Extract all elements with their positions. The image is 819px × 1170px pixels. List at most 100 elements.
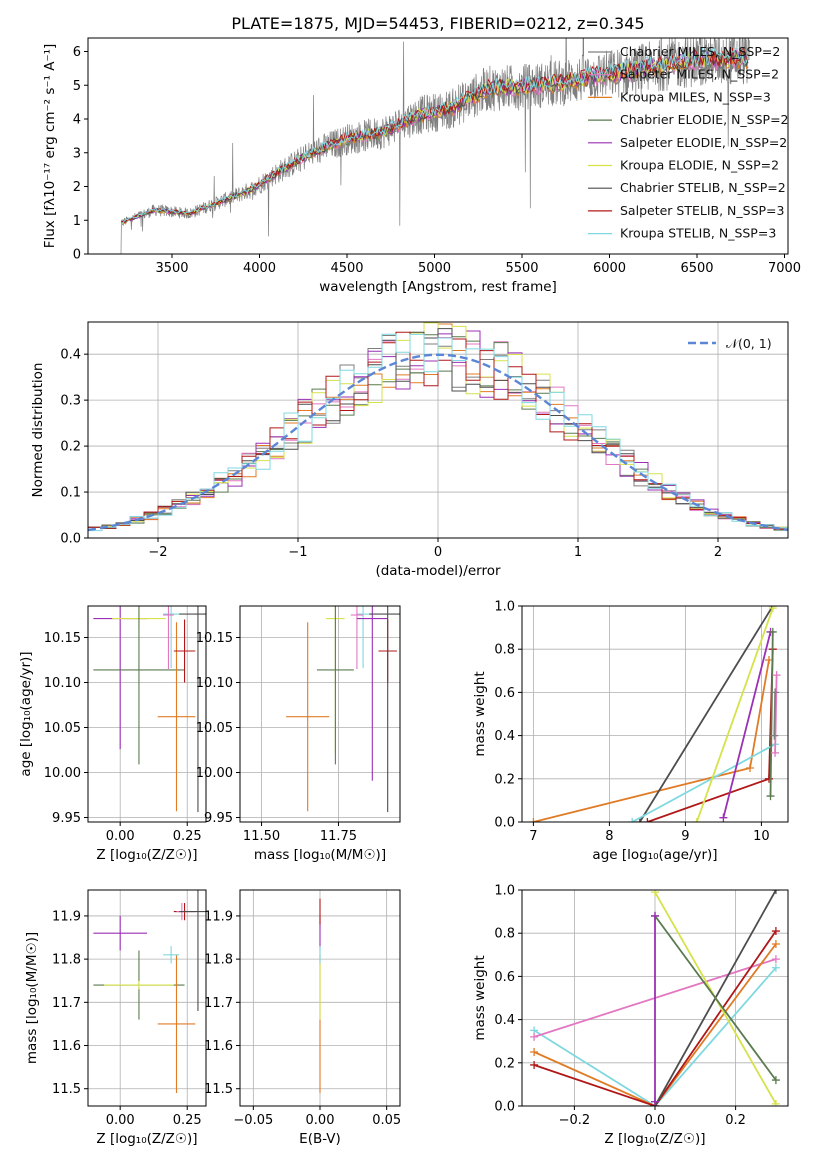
weight-line <box>774 675 778 753</box>
z_vs_weight-lines <box>530 890 780 1106</box>
age_vs_weight-ytick-label: 0.8 <box>494 643 515 658</box>
residuals-ytick-label: 0.2 <box>60 440 81 455</box>
z_vs_mass-ylabel: mass [log₁₀(M/M☉)] <box>24 932 40 1064</box>
weight-line <box>773 692 776 736</box>
residuals-xtick-label: −2 <box>148 545 167 560</box>
ebv_vs_mass-ytick-label: 11.9 <box>204 909 233 924</box>
z_vs_weight-ytick-label: 0.8 <box>494 927 515 942</box>
z_vs_weight-ytick-label: 0.0 <box>494 1100 515 1115</box>
spectrum-xtick-label: 4500 <box>330 261 363 276</box>
spectrum-ytick-label: 4 <box>73 113 81 128</box>
age_vs_weight-xtick-label: 10 <box>753 829 770 844</box>
ebv_vs_mass-xtick-label: −0.05 <box>233 1113 273 1128</box>
age_vs_weight-ytick-label: 0.2 <box>494 772 515 787</box>
ebv_vs_mass-ytick-label: 11.5 <box>204 1082 233 1097</box>
ebv_vs_mass-frame <box>239 889 401 1107</box>
z_vs_mass-xtick-label: 0.25 <box>173 1113 202 1128</box>
z_vs_age-ytick-label: 10.05 <box>44 721 81 736</box>
weight-marker <box>772 671 781 680</box>
age_vs_weight-axes: 7 8 9 10 0.0 0.2 0.4 0.6 0.8 1.0 age [log₁₀(age/yr… <box>472 600 788 863</box>
spectrum-xlabel: wavelength [Angstrom, rest frame] <box>319 279 557 295</box>
z_vs_mass-axes: 0.00 0.25 11.5 11.6 11.7 11.8 11.9 Z [log₁₀(Z/Z… <box>24 890 206 1147</box>
legend-entry: Chabrier STELIB, N_SSP=2 <box>620 180 786 195</box>
spectrum-xtick-label: 7000 <box>768 261 801 276</box>
weight-marker <box>692 818 701 822</box>
weight-marker <box>771 890 780 894</box>
legend-entry: Salpeter MILES, N_SSP=2 <box>620 67 779 82</box>
weight-marker <box>651 1097 659 1106</box>
z_vs_mass-xlabel: Z [log₁₀(Z/Z☉)] <box>96 1131 197 1147</box>
z_vs_age-frame <box>87 605 207 823</box>
weight-marker <box>529 818 538 822</box>
spectrum-lines <box>119 38 750 254</box>
ebv_vs_mass-ytick-label: 11.6 <box>204 1039 233 1054</box>
z_vs_weight-ytick-label: 0.4 <box>494 1013 515 1028</box>
z_vs_mass-ytick-label: 11.9 <box>52 909 81 924</box>
mass_vs_age-xlabel: mass [log₁₀(M/M☉)] <box>254 847 386 863</box>
spectrum-ytick-label: 0 <box>73 248 81 263</box>
ebv_vs_mass-ytick-label: 11.7 <box>204 996 233 1011</box>
z_vs_mass-ytick-label: 11.6 <box>52 1039 81 1054</box>
residuals-axes: −2 −1 0 1 2 0.0 0.1 0.2 0.3 0.4 (data-model)/error… <box>30 322 788 579</box>
spectrum-model-line <box>121 48 749 223</box>
weight-line <box>639 606 774 822</box>
spectrum-xtick-label: 6500 <box>680 261 713 276</box>
spectrum-legend: Chabrier MILES, N_SSP=2 Salpeter MILES, N… <box>588 44 789 241</box>
legend-entry: Salpeter STELIB, N_SSP=3 <box>620 203 784 218</box>
weight-line <box>533 930 777 1106</box>
mass_vs_age-ytick-label: 10.05 <box>196 721 233 736</box>
z_vs_mass-ytick-label: 11.5 <box>52 1082 81 1097</box>
z_vs_weight-ytick-label: 0.2 <box>494 1056 515 1071</box>
mass_vs_age-ytick-label: 10.15 <box>196 631 233 646</box>
spectrum-xtick-label: 4000 <box>243 261 276 276</box>
legend-entry: Kroupa ELODIE, N_SSP=2 <box>620 158 779 173</box>
z_vs_age-ytick-label: 10.10 <box>44 676 81 691</box>
z_vs_weight-xlabel: Z [log₁₀(Z/Z☉)] <box>604 1131 705 1147</box>
normal-curve <box>88 353 788 532</box>
z_vs_mass-ytick-label: 11.7 <box>52 996 81 1011</box>
mass_vs_age-axes: 11.50 11.75 9.95 10.00 10.05 10.10 10.15 mass [… <box>196 606 400 863</box>
residuals-ytick-label: 0.0 <box>60 532 81 547</box>
spectrum-model-line <box>121 50 749 225</box>
age_vs_weight-ytick-label: 1.0 <box>494 600 515 615</box>
z_vs_age-xtick-label: 0.00 <box>106 829 135 844</box>
weight-marker <box>643 818 652 822</box>
legend-entry: Chabrier ELODIE, N_SSP=2 <box>620 112 789 127</box>
age_vs_weight-frame <box>521 605 789 823</box>
weight-line <box>533 943 777 1106</box>
ebv_vs_mass-xtick-label: 0.05 <box>372 1113 401 1128</box>
weight-line <box>533 659 770 822</box>
weight-marker <box>771 1099 780 1106</box>
z_vs_weight-xtick-label: 0.2 <box>725 1113 746 1128</box>
residuals-ytick-label: 0.3 <box>60 394 81 409</box>
spectrum-model-line <box>121 46 749 224</box>
weight-marker <box>771 688 780 697</box>
age_vs_weight-xtick-label: 9 <box>681 829 689 844</box>
legend-entry: Kroupa MILES, N_SSP=3 <box>620 89 771 104</box>
mass_vs_age-ytick-label: 9.95 <box>204 811 233 826</box>
age_vs_weight-lines <box>529 606 781 822</box>
weight-marker <box>770 731 779 740</box>
residuals-frame <box>87 321 789 539</box>
residuals-xtick-label: 0 <box>434 545 442 560</box>
spectrum-xtick-label: 6000 <box>593 261 626 276</box>
residuals-ytick-label: 0.1 <box>60 486 81 501</box>
age_vs_weight-xtick-label: 8 <box>605 829 613 844</box>
weight-line <box>631 743 776 822</box>
weight-line <box>695 607 774 822</box>
weight-marker <box>530 1032 539 1041</box>
weight-marker <box>530 1048 539 1056</box>
weight-marker <box>746 764 754 772</box>
z_vs_mass-ytick-label: 11.8 <box>52 953 81 968</box>
weight-marker <box>768 606 777 613</box>
mass_vs_age-xtick-label: 11.50 <box>243 829 280 844</box>
normal-legend-label: 𝒩(0, 1) <box>726 336 772 351</box>
z_vs_mass-xtick-label: 0.00 <box>106 1113 135 1128</box>
age_vs_weight-xlabel: age [log₁₀(age/yr)] <box>592 847 717 863</box>
weight-line <box>769 631 774 797</box>
spectrum-xtick-label: 5500 <box>505 261 538 276</box>
weight-marker <box>628 818 637 822</box>
ebv_vs_mass-xtick-label: 0.00 <box>306 1113 335 1128</box>
residuals-ytick-label: 0.4 <box>60 348 81 363</box>
